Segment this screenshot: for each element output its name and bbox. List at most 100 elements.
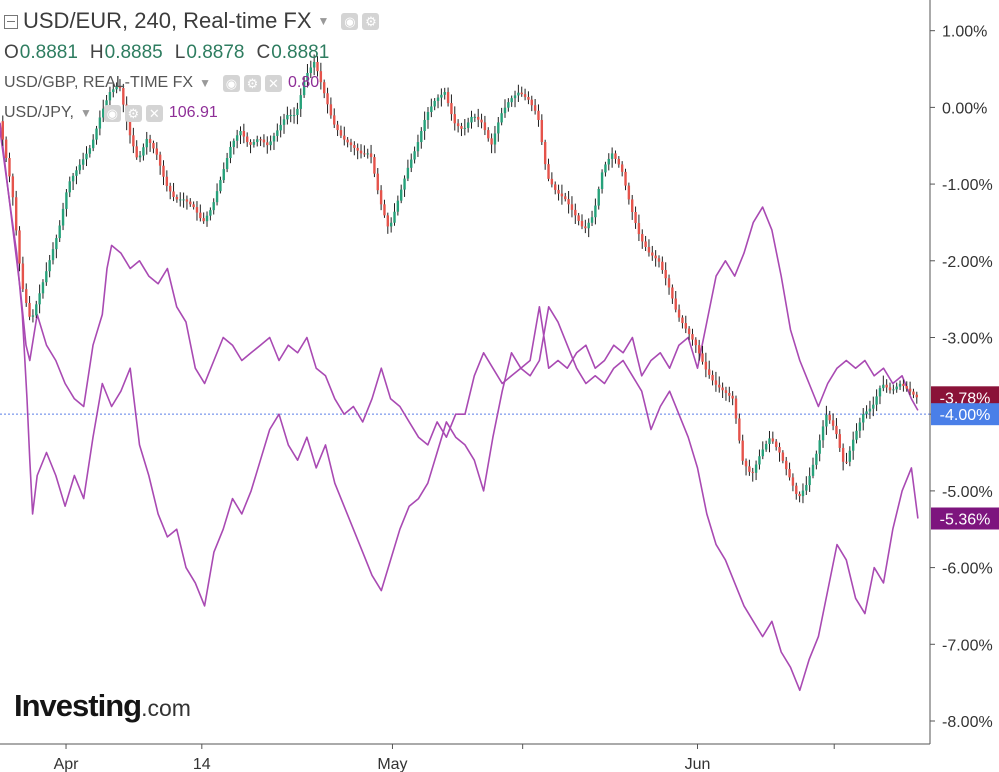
candle-body [798, 493, 801, 497]
visibility-eye-icon[interactable]: ◉ [341, 12, 359, 30]
candle-body [728, 393, 731, 396]
candle-body [523, 94, 527, 97]
candle-body [651, 252, 654, 256]
candle-body [393, 211, 396, 223]
candle-body [58, 225, 61, 239]
candle-body [420, 131, 423, 143]
gear-icon[interactable]: ⚙ [362, 12, 380, 30]
candle-body [781, 452, 785, 461]
candle-body [631, 199, 634, 213]
candle-body [8, 158, 11, 177]
candle-body [600, 172, 604, 189]
compare-jpy-row: USD/JPY, ▼ ◉ ⚙ ✕ 106.91 [4, 104, 218, 122]
candle-body [38, 293, 41, 305]
candle-body [825, 414, 828, 427]
candle-body [687, 328, 691, 335]
candle-body [644, 241, 647, 247]
candle-body [885, 384, 888, 388]
candle-body [818, 440, 821, 454]
candle-body [560, 193, 564, 197]
candle-body [791, 477, 795, 486]
candle-body [741, 440, 744, 461]
chevron-down-icon[interactable]: ▼ [199, 76, 211, 90]
candle-body [768, 438, 771, 444]
candle-body [540, 119, 544, 143]
candle-body [222, 169, 225, 181]
candle-body [105, 100, 108, 109]
compare-jpy-title[interactable]: USD/JPY, [4, 104, 74, 121]
chevron-down-icon[interactable]: ▼ [79, 106, 92, 120]
candle-body [219, 180, 222, 192]
candle-body [329, 104, 333, 116]
candle-body [681, 317, 684, 324]
candle-body [18, 230, 21, 264]
price-badge [931, 403, 999, 426]
candle-body [269, 141, 272, 146]
candle-body [654, 255, 657, 259]
candle-body [443, 92, 446, 95]
candle-body [71, 175, 75, 182]
ohlc-value: 0.8885 [104, 42, 163, 63]
close-icon[interactable]: ✕ [145, 104, 163, 122]
candle-body [279, 124, 282, 131]
candle-body [617, 158, 621, 165]
candle-body [262, 139, 266, 143]
candle-body [61, 208, 65, 226]
chevron-down-icon[interactable]: ▼ [317, 14, 330, 28]
candle-body [785, 460, 788, 470]
candle-body [450, 103, 453, 115]
candle-body [718, 384, 721, 388]
compare-gbp-title[interactable]: USD/GBP, REAL-TIME FX [4, 74, 194, 91]
candle-body [276, 130, 279, 136]
candle-body [915, 394, 918, 398]
candlestick-series [1, 54, 918, 504]
candle-body [326, 93, 329, 105]
candle-body [309, 67, 313, 74]
candle-body [674, 298, 677, 310]
x-tick-label: May [377, 756, 407, 772]
candle-body [132, 135, 135, 147]
candle-body [165, 176, 169, 186]
candle-body [721, 387, 724, 391]
candle-body [564, 196, 567, 200]
candle-body [764, 443, 768, 450]
candle-body [333, 115, 336, 125]
candle-body [507, 102, 510, 108]
close-icon[interactable]: ✕ [264, 74, 282, 92]
candle-body [232, 140, 236, 147]
time-axis: Apr 14 May Jun [54, 744, 835, 772]
y-tick-label: 0.00% [942, 100, 987, 117]
candle-body [691, 334, 694, 340]
candle-body [490, 138, 493, 145]
gear-icon[interactable]: ⚙ [124, 104, 142, 122]
visibility-eye-icon[interactable]: ◉ [222, 74, 240, 92]
candle-body [858, 422, 862, 431]
candle-body [456, 123, 460, 127]
candle-body [811, 464, 815, 476]
candle-body [734, 398, 738, 419]
visibility-eye-icon[interactable]: ◉ [103, 104, 121, 122]
candle-body [724, 390, 728, 394]
main-series-title[interactable]: USD/EUR, 240, Real-time FX [23, 8, 312, 33]
candle-body [406, 167, 410, 179]
compare-gbp-row: USD/GBP, REAL-TIME FX ▼ ◉ ⚙ ✕ 0.80 [4, 74, 319, 92]
collapse-icon[interactable] [4, 15, 18, 29]
candle-body [95, 128, 98, 140]
candle-body [266, 142, 269, 146]
candle-body [403, 178, 406, 190]
y-tick-label: -7.00% [942, 637, 993, 654]
candle-body [245, 136, 249, 143]
candle-body [694, 339, 698, 346]
gear-icon[interactable]: ⚙ [243, 74, 261, 92]
candle-body [460, 126, 463, 129]
candle-body [286, 115, 289, 120]
candle-body [205, 215, 209, 222]
candle-body [85, 153, 88, 160]
candle-body [209, 210, 212, 216]
candle-body [610, 153, 614, 159]
candle-body [343, 135, 346, 140]
candle-body [473, 116, 477, 118]
candle-body [175, 196, 179, 200]
candle-body [711, 374, 714, 381]
